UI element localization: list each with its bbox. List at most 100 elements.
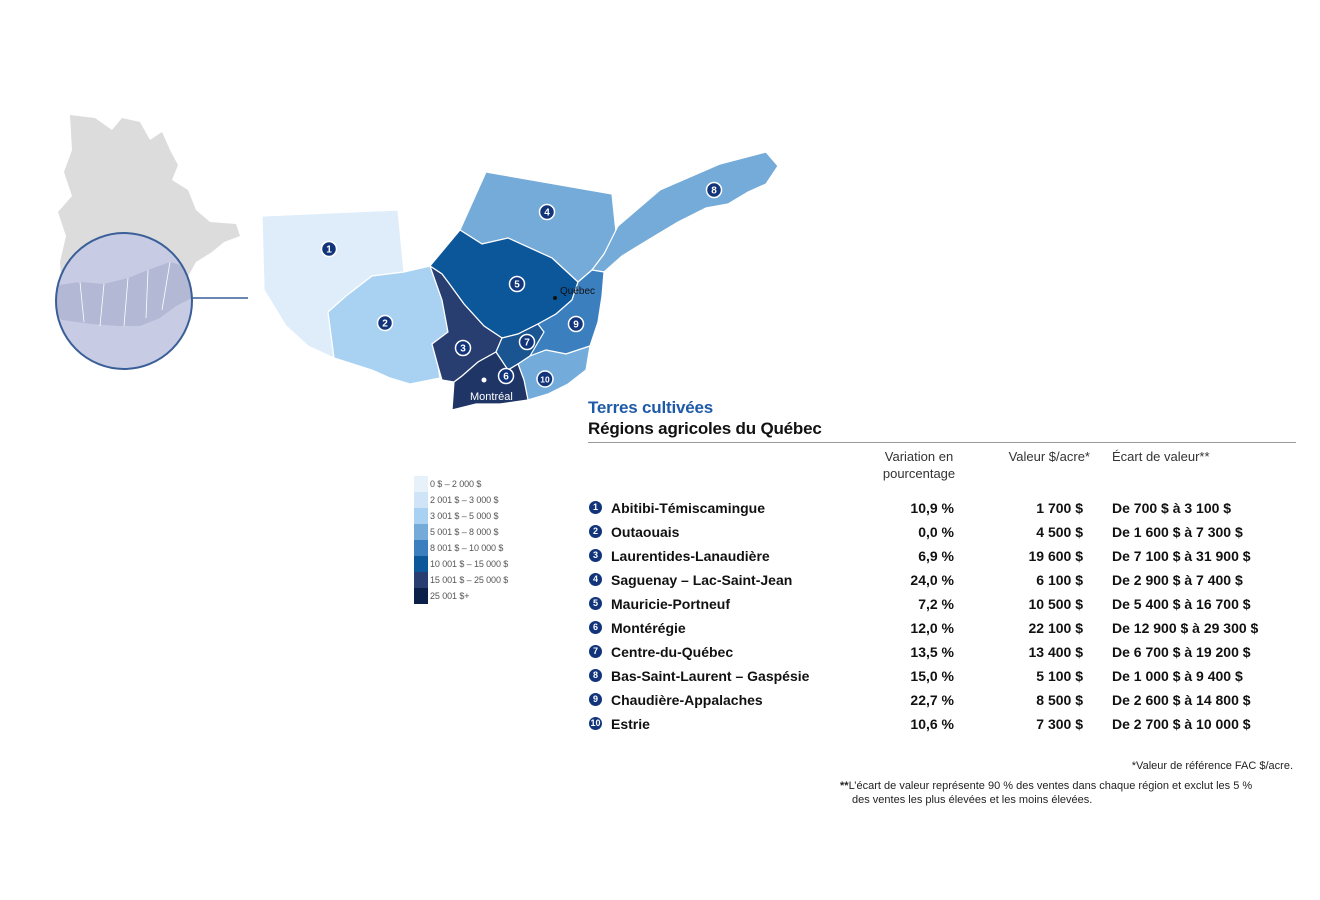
table-header: Variation en pourcentage Valeur $/acre* … — [588, 448, 1298, 496]
svg-text:10: 10 — [540, 375, 550, 385]
row-variation: 13,5 % — [910, 644, 954, 660]
header-ecart: Écart de valeur** — [1112, 449, 1210, 464]
row-number-badge: 1 — [589, 501, 602, 514]
header-valeur: Valeur $/acre* — [1008, 449, 1090, 464]
row-valeur: 10 500 $ — [1028, 596, 1084, 612]
row-ecart: De 2 700 $ à 10 000 $ — [1112, 716, 1251, 732]
map-badge-8: 8 — [705, 181, 723, 199]
legend-item: 3 001 $ – 5 000 $ — [414, 508, 508, 524]
inset-magnifier-circle — [55, 232, 193, 370]
row-number-badge: 6 — [589, 621, 602, 634]
row-valeur: 1 700 $ — [1036, 500, 1083, 516]
legend-item: 5 001 $ – 8 000 $ — [414, 524, 508, 540]
svg-text:7: 7 — [524, 338, 530, 349]
row-region-name: Abitibi-Témiscamingue — [611, 500, 766, 516]
title-sub: Régions agricoles du Québec — [588, 419, 822, 438]
row-ecart: De 6 700 $ à 19 200 $ — [1112, 644, 1251, 660]
regions-table: Variation en pourcentage Valeur $/acre* … — [588, 448, 1298, 736]
row-region-name: Chaudière-Appalaches — [611, 692, 763, 708]
legend-label: 5 001 $ – 8 000 $ — [430, 527, 499, 537]
legend-swatch — [414, 492, 428, 508]
legend-label: 3 001 $ – 5 000 $ — [430, 511, 499, 521]
map-badge-2: 2 — [376, 314, 394, 332]
svg-text:9: 9 — [573, 320, 579, 331]
row-variation: 10,9 % — [910, 500, 954, 516]
legend-item: 15 001 $ – 25 000 $ — [414, 572, 508, 588]
row-ecart: De 5 400 $ à 16 700 $ — [1112, 596, 1251, 612]
row-valeur: 22 100 $ — [1028, 620, 1084, 636]
legend-label: 0 $ – 2 000 $ — [430, 479, 482, 489]
legend-swatch — [414, 556, 428, 572]
legend-label: 25 001 $+ — [430, 591, 470, 601]
row-valeur: 19 600 $ — [1028, 548, 1084, 564]
map-legend: 0 $ – 2 000 $ 2 001 $ – 3 000 $ 3 001 $ – … — [414, 476, 508, 604]
row-region-name: Montérégie — [611, 620, 686, 636]
row-valeur: 7 300 $ — [1036, 716, 1083, 732]
table-row: 10 Estrie 10,6 % 7 300 $ De 2 700 $ à 10 000… — [588, 712, 1298, 736]
svg-text:4: 4 — [544, 208, 550, 219]
table-row: 3 Laurentides-Lanaudière 6,9 % 19 600 $ De 7… — [588, 544, 1298, 568]
row-variation: 0,0 % — [918, 524, 954, 540]
table-row: 1 Abitibi-Témiscamingue 10,9 % 1 700 $ De 70… — [588, 496, 1298, 520]
legend-swatch — [414, 524, 428, 540]
row-ecart: De 2 900 $ à 7 400 $ — [1112, 572, 1243, 588]
row-region-name: Saguenay – Lac-Saint-Jean — [611, 572, 793, 588]
legend-item: 0 $ – 2 000 $ — [414, 476, 508, 492]
region-8-bas-saint-laurent — [590, 151, 779, 273]
legend-label: 8 001 $ – 10 000 $ — [430, 543, 504, 553]
legend-swatch — [414, 588, 428, 604]
legend-swatch — [414, 540, 428, 556]
svg-text:6: 6 — [503, 372, 509, 383]
row-variation: 24,0 % — [910, 572, 954, 588]
svg-text:5: 5 — [514, 280, 520, 291]
table-row: 9 Chaudière-Appalaches 22,7 % 8 500 $ De 2 6… — [588, 688, 1298, 712]
table-row: 7 Centre-du-Québec 13,5 % 13 400 $ De 6 700 … — [588, 640, 1298, 664]
row-variation: 7,2 % — [918, 596, 954, 612]
row-number-badge: 5 — [589, 597, 602, 610]
legend-swatch — [414, 572, 428, 588]
row-region-name: Bas-Saint-Laurent – Gaspésie — [611, 668, 810, 684]
legend-label: 10 001 $ – 15 000 $ — [430, 559, 509, 569]
region-6-monteregie — [451, 351, 529, 411]
row-ecart: De 1 000 $ à 9 400 $ — [1112, 668, 1243, 684]
legend-item: 10 001 $ – 15 000 $ — [414, 556, 508, 572]
row-region-name: Outaouais — [611, 524, 680, 540]
row-variation: 12,0 % — [910, 620, 954, 636]
row-ecart: De 1 600 $ à 7 300 $ — [1112, 524, 1243, 540]
table-body: 1 Abitibi-Témiscamingue 10,9 % 1 700 $ De 70… — [588, 496, 1298, 736]
row-number-badge: 4 — [589, 573, 602, 586]
map-badge-10: 10 — [536, 370, 554, 388]
title-block: Terres cultivées Régions agricoles du Qu… — [588, 398, 1298, 439]
row-number-badge: 9 — [589, 693, 602, 706]
row-region-name: Laurentides-Lanaudière — [611, 548, 770, 564]
map-badge-6: 6 — [497, 367, 515, 385]
table-row: 2 Outaouais 0,0 % 4 500 $ De 1 600 $ à 7 300… — [588, 520, 1298, 544]
svg-text:8: 8 — [711, 186, 717, 197]
map-badge-4: 4 — [538, 203, 556, 221]
svg-text:3: 3 — [460, 344, 466, 355]
map-badge-7: 7 — [518, 333, 536, 351]
footnote-reference: *Valeur de référence FAC $/acre. — [1131, 760, 1293, 772]
svg-text:2: 2 — [382, 319, 388, 330]
legend-item: 25 001 $+ — [414, 588, 508, 604]
table-row: 4 Saguenay – Lac-Saint-Jean 24,0 % 6 100 $ D… — [588, 568, 1298, 592]
title-divider — [588, 442, 1296, 443]
table-row: 5 Mauricie-Portneuf 7,2 % 10 500 $ De 5 400 … — [588, 592, 1298, 616]
map-badge-3: 3 — [454, 339, 472, 357]
row-variation: 10,6 % — [910, 716, 954, 732]
row-ecart: De 2 600 $ à 14 800 $ — [1112, 692, 1251, 708]
row-number-badge: 2 — [589, 525, 602, 538]
row-region-name: Estrie — [611, 716, 650, 732]
row-valeur: 4 500 $ — [1036, 524, 1083, 540]
legend-label: 15 001 $ – 25 000 $ — [430, 575, 509, 585]
title-main: Terres cultivées — [588, 398, 714, 417]
row-variation: 22,7 % — [910, 692, 954, 708]
row-valeur: 8 500 $ — [1036, 692, 1083, 708]
row-variation: 15,0 % — [910, 668, 954, 684]
legend-item: 8 001 $ – 10 000 $ — [414, 540, 508, 556]
legend-swatch — [414, 476, 428, 492]
map-badge-5: 5 — [508, 275, 526, 293]
legend-label: 2 001 $ – 3 000 $ — [430, 495, 499, 505]
row-ecart: De 700 $ à 3 100 $ — [1112, 500, 1232, 516]
